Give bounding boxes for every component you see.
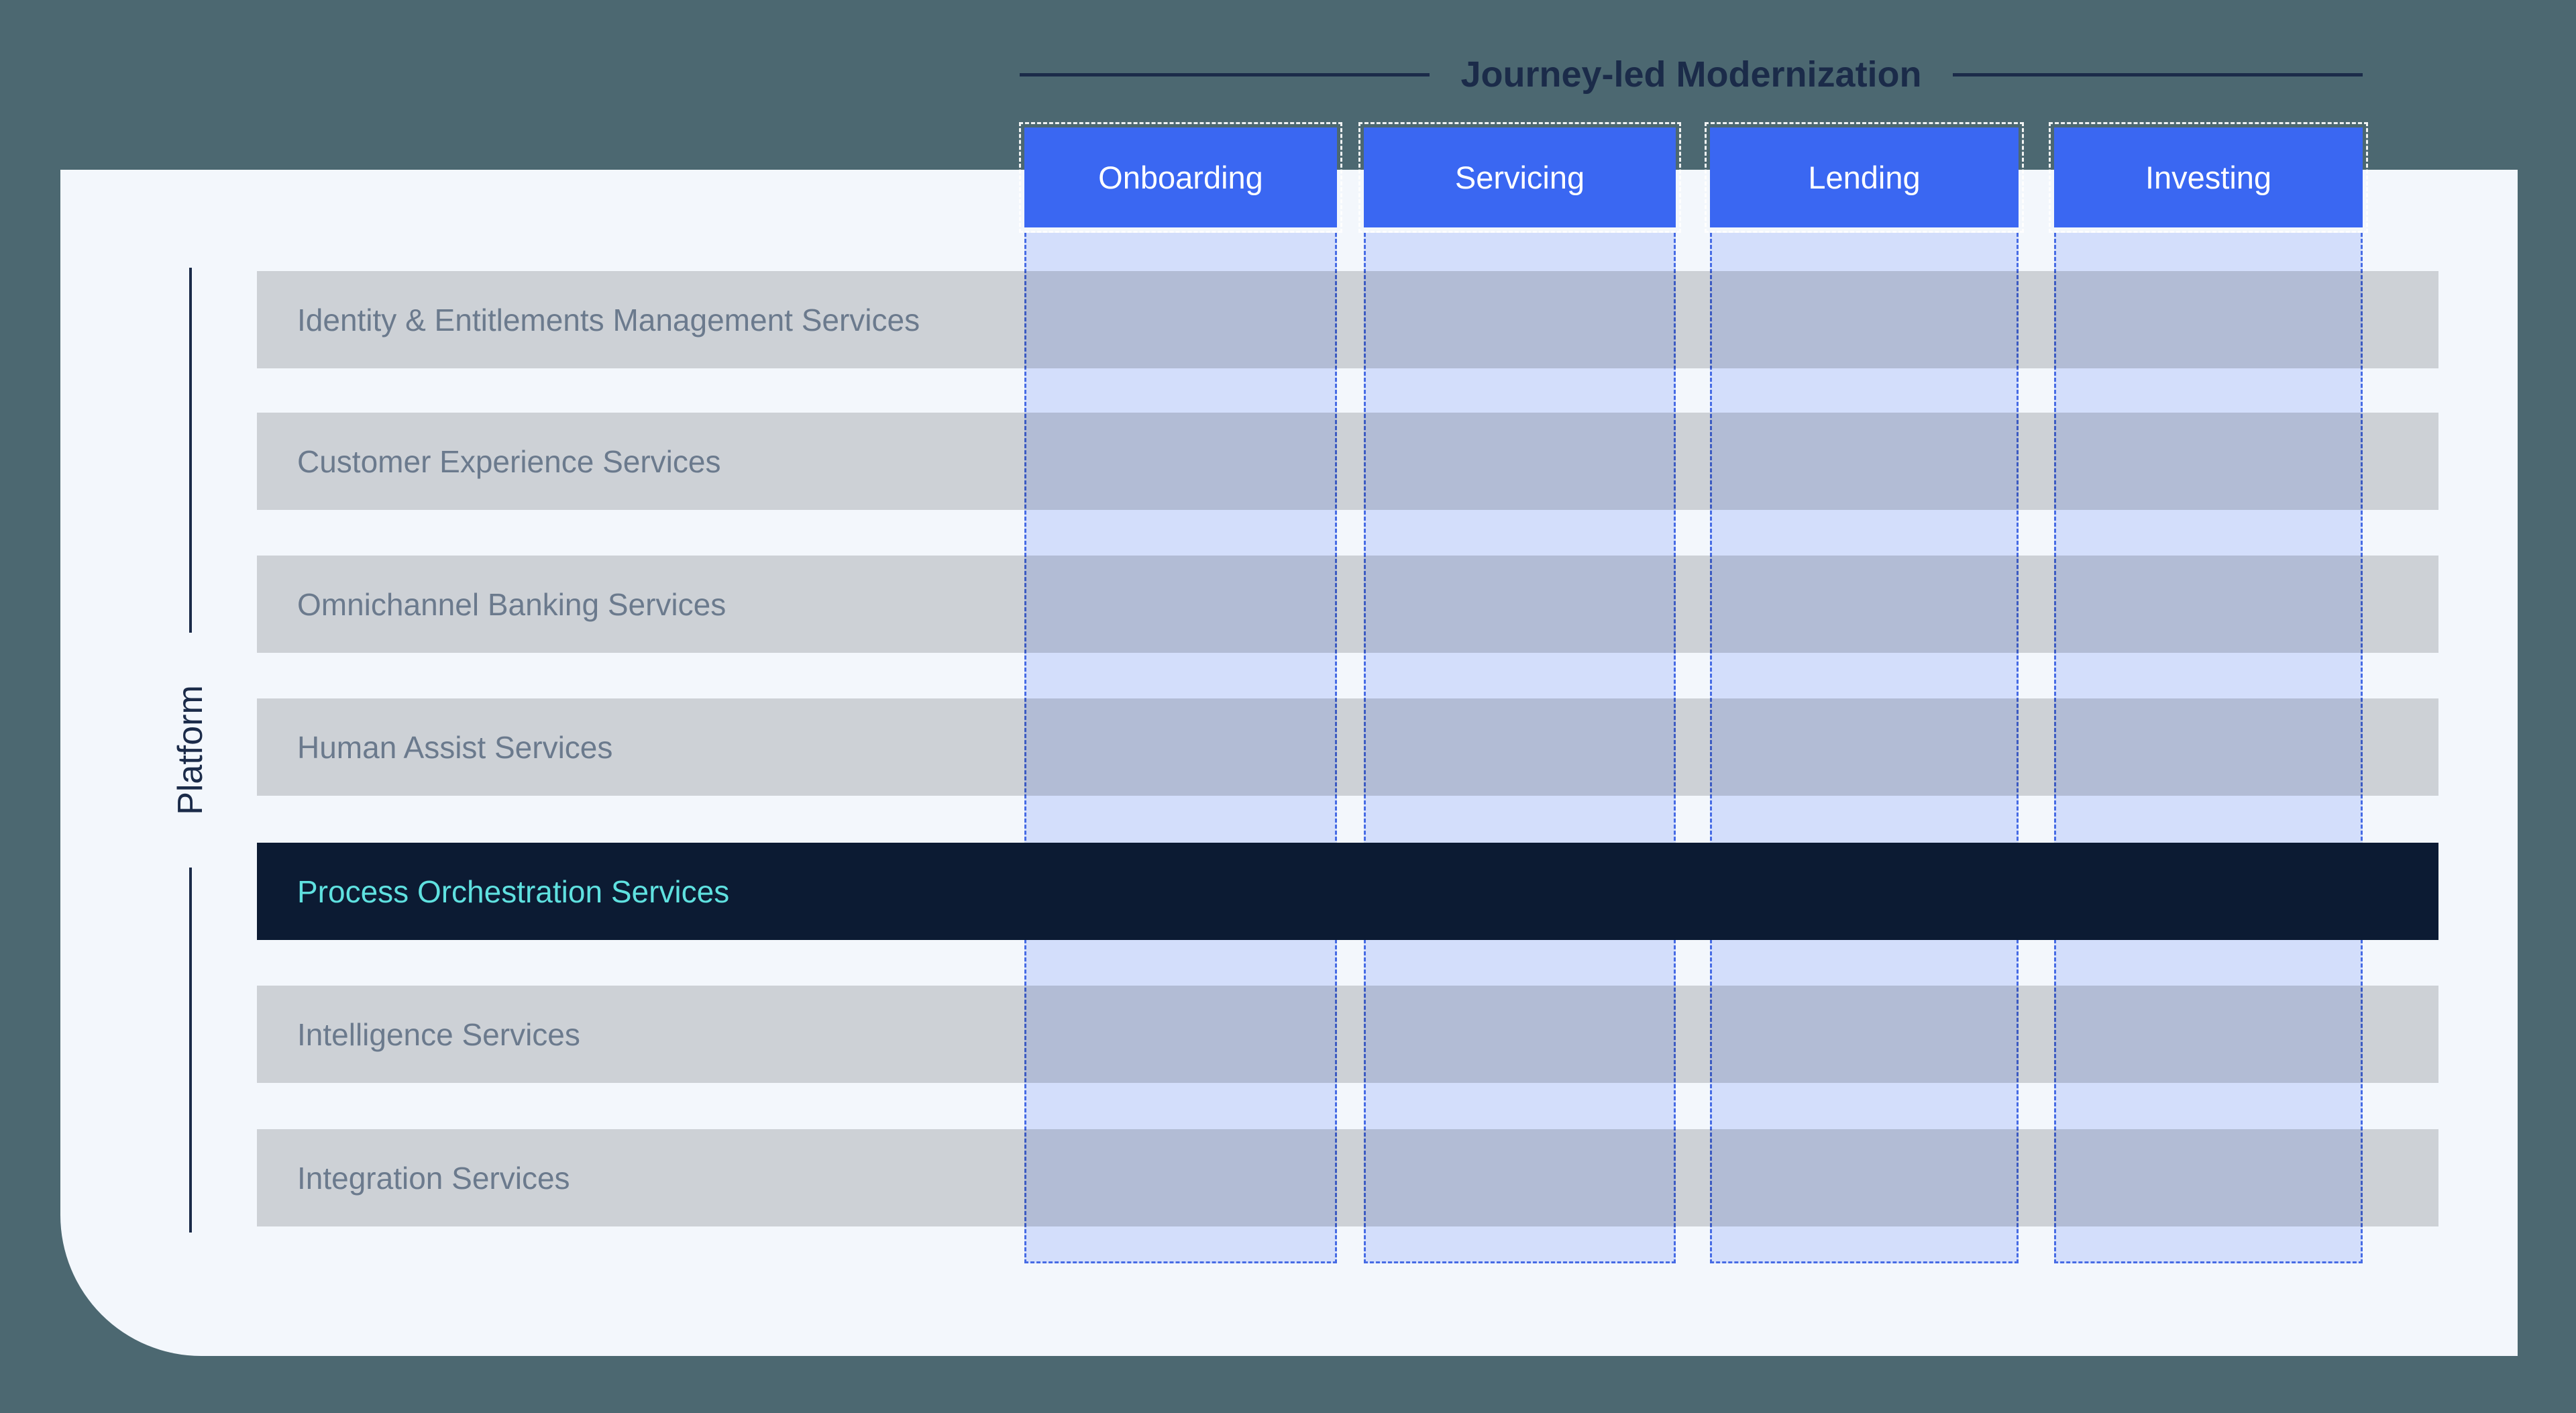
title-rule-right bbox=[1952, 72, 2363, 76]
platform-card bbox=[60, 170, 2518, 1356]
platform-bracket-bottom-line bbox=[189, 868, 192, 1233]
title-rule-left bbox=[1020, 72, 1430, 76]
journey-title: Journey-led Modernization bbox=[1460, 54, 1922, 95]
platform-bracket-top-line bbox=[189, 268, 192, 633]
platform-label: Platform bbox=[171, 685, 210, 815]
journey-title-band: Journey-led Modernization bbox=[1020, 54, 2363, 95]
